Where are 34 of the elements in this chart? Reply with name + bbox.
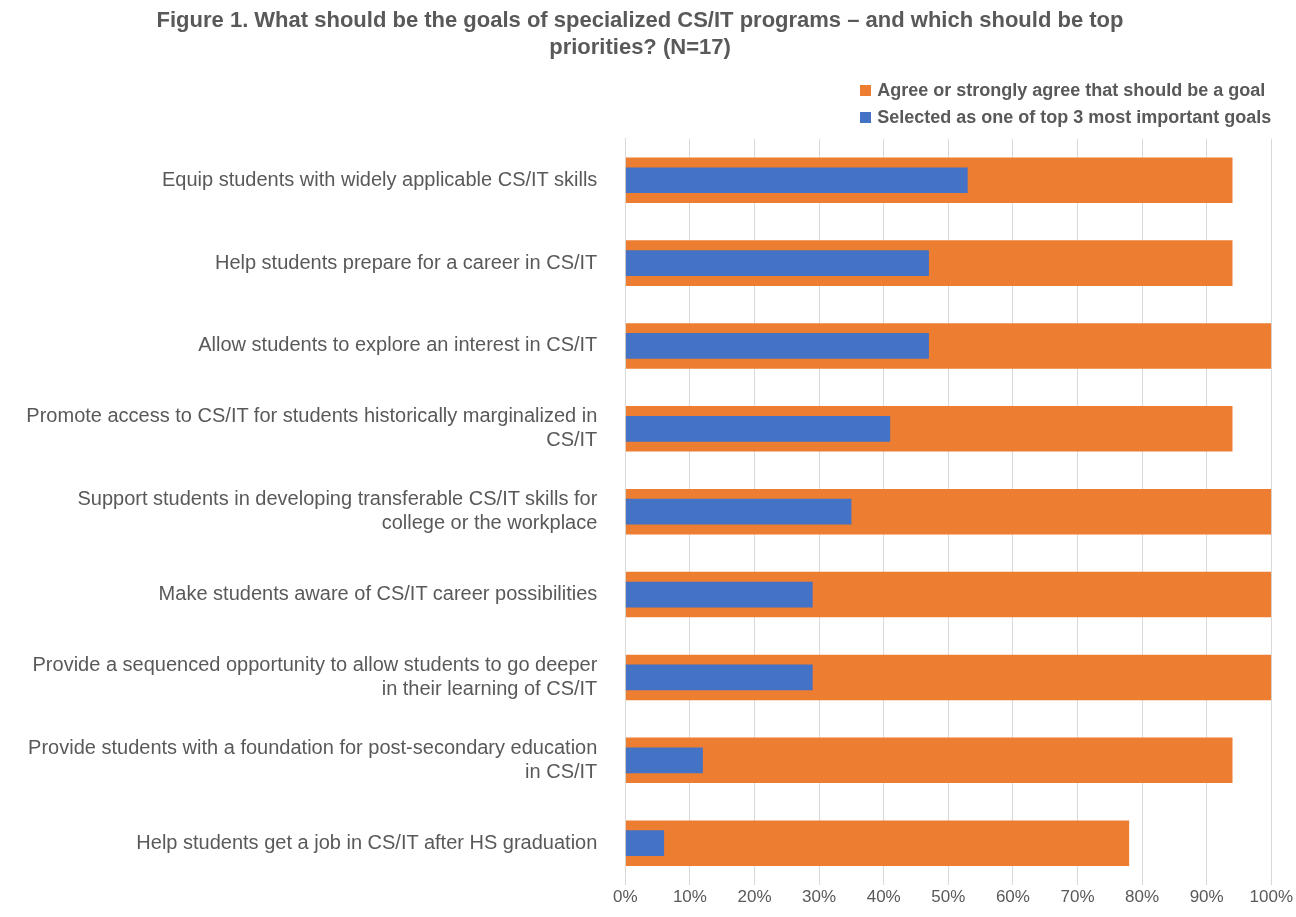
bar: [625, 581, 813, 608]
x-tick-label: 0%: [613, 887, 638, 907]
x-tick-label: 80%: [1125, 887, 1160, 907]
bar: [625, 250, 929, 276]
bar: [625, 830, 665, 857]
y-tick-label: Equip students with widely applicable CS/IT skills: [161, 167, 598, 190]
y-tick-label: Allow students to explore an interest in CS/IT: [198, 333, 598, 356]
bar: [625, 664, 813, 691]
bar: [625, 415, 891, 442]
bar: [625, 747, 703, 774]
x-tick-label: 90%: [1189, 887, 1224, 907]
y-tick-label: Provide students with a foundation for post-secondary education in CS/IT: [28, 735, 598, 782]
bar: [625, 333, 929, 359]
y-tick-label: Help students get a job in CS/IT after HS graduation: [136, 830, 598, 853]
y-tick-label: Make students aware of CS/IT career possibilities: [158, 582, 598, 605]
x-tick-label: 70%: [1060, 887, 1095, 907]
bar: [625, 498, 852, 525]
bar: [625, 737, 1233, 784]
y-tick-label: Support students in developing transferable CS/IT skills for college or the workplace: [77, 487, 598, 534]
bar: [625, 167, 968, 194]
x-tick-label: 50%: [931, 887, 966, 907]
x-tick-label: 40%: [866, 887, 901, 907]
legend-label: Agree or strongly agree that should be a goal: [877, 78, 1266, 102]
x-tick-label: 30%: [802, 887, 837, 907]
x-tick-label: 10%: [672, 887, 707, 907]
legend-label: Selected as one of top 3 most important goals: [877, 105, 1272, 129]
x-tick-label: 20%: [737, 887, 772, 907]
x-tick-label: 60%: [995, 887, 1030, 907]
x-tick-label: 100%: [1249, 887, 1293, 907]
y-tick-label: Provide a sequenced opportunity to allow students to go deeper in their learning of CS/IT: [32, 652, 598, 699]
chart-title: Figure 1. What should be the goals of specialized CS/IT programs – and which should be top priorities? (N=17): [156, 7, 1124, 59]
y-tick-label: Help students prepare for a career in CS/IT: [214, 250, 598, 273]
bar: [625, 820, 1130, 866]
y-tick-label: Promote access to CS/IT for students historically marginalized in CS/IT: [26, 404, 598, 451]
